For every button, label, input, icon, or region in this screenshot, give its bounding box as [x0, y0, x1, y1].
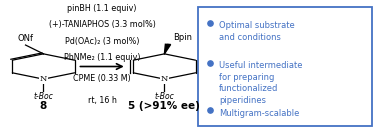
Text: rt, 16 h: rt, 16 h — [88, 96, 116, 105]
FancyBboxPatch shape — [198, 7, 372, 126]
Text: Pd(OAc)₂ (3 mol%): Pd(OAc)₂ (3 mol%) — [65, 37, 139, 46]
Text: ONf: ONf — [17, 34, 34, 43]
Text: Useful intermediate
for preparing
functionalized
piperidines: Useful intermediate for preparing functi… — [219, 61, 303, 105]
Text: pinBH (1.1 equiv): pinBH (1.1 equiv) — [67, 4, 137, 13]
Text: (+)-TANIAPHOS (3.3 mol%): (+)-TANIAPHOS (3.3 mol%) — [49, 20, 155, 29]
Text: 8: 8 — [40, 101, 47, 111]
Text: Bpin: Bpin — [174, 33, 192, 42]
Text: N: N — [161, 75, 168, 83]
Text: t-Boc: t-Boc — [34, 92, 53, 101]
Polygon shape — [164, 44, 170, 54]
Text: CPME (0.33 M): CPME (0.33 M) — [73, 74, 131, 84]
Text: 5 (>91% ee): 5 (>91% ee) — [129, 101, 200, 111]
Text: Optimal substrate
and conditions: Optimal substrate and conditions — [219, 21, 295, 42]
Text: Multigram-scalable: Multigram-scalable — [219, 109, 300, 118]
Text: t-Boc: t-Boc — [155, 92, 174, 101]
Text: N: N — [40, 75, 47, 83]
Text: PhNMe₂ (1.1 equiv): PhNMe₂ (1.1 equiv) — [64, 53, 140, 62]
